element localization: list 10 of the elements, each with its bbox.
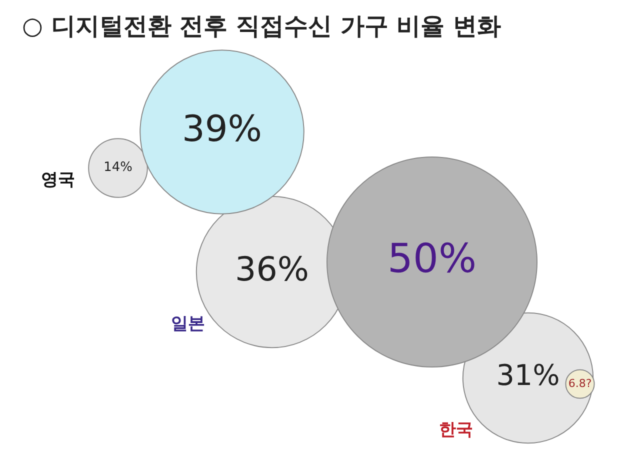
data-label: 31% — [496, 358, 560, 392]
category-label: 영국 — [41, 170, 75, 190]
data-label: 6.8? — [568, 376, 592, 390]
category-label: 일본 — [171, 314, 205, 334]
data-label: 36% — [235, 249, 309, 288]
data-label: 14% — [104, 160, 132, 176]
data-label: 50% — [388, 236, 476, 282]
text: ○ 디지털전환 전후 직접수신 가구 비율 변화 — [22, 12, 502, 40]
data-label: 39% — [182, 109, 262, 150]
category-label: 한국 — [439, 420, 473, 440]
